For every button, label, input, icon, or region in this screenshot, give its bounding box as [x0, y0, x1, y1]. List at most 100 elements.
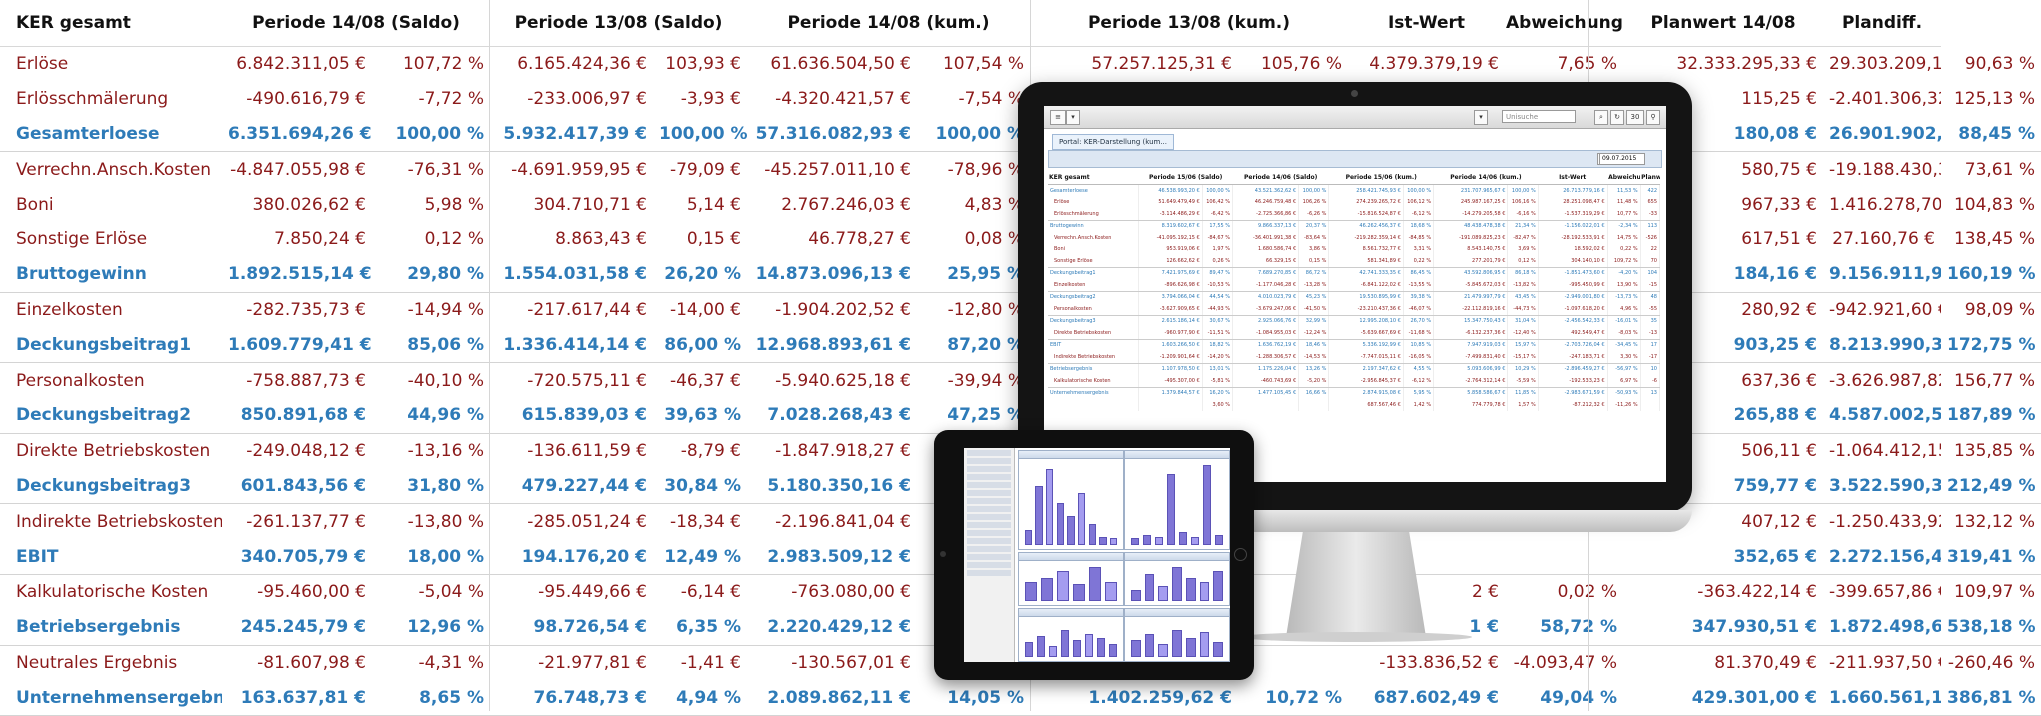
chart-panel[interactable] [1018, 608, 1124, 662]
nav-item[interactable] [967, 482, 1011, 488]
chart-panel[interactable] [1124, 552, 1230, 606]
zoom-icon[interactable]: ⚲ [1646, 110, 1660, 125]
nav-item[interactable] [967, 514, 1011, 520]
header-periode-saldo-current[interactable]: Periode 14/08 (Saldo) [222, 0, 490, 47]
monitor-ker-table: KER gesamt Periode 15/06 (Saldo) Periode… [1048, 170, 1661, 411]
header-ist-wert[interactable]: Ist-Wert [1348, 0, 1505, 47]
window-menu-icon[interactable]: ≡ [1050, 110, 1066, 125]
ker-row[interactable]: Kalkulatorische Kosten -95.460,00 € -5,04 … [0, 574, 2041, 609]
refresh-icon[interactable]: ↻ [1610, 110, 1624, 125]
nav-item[interactable] [967, 474, 1011, 480]
mini-row-value: 3,60 % [1202, 399, 1234, 411]
mini-row[interactable]: Gesamterloese 46.538.993,20 €100,00 % 43.5… [1048, 184, 1661, 197]
row-label: Kalkulatorische Kosten [16, 582, 209, 603]
chart-panel[interactable] [1124, 608, 1230, 662]
row-value: 100,00 % [653, 116, 747, 153]
mini-row[interactable]: Betriebsergebnis 1.107.978,50 €13,01 % 1.1… [1048, 363, 1661, 375]
mini-header-saldo-1[interactable]: Periode 15/06 (Saldo) [1138, 170, 1233, 185]
row-label: Boni [16, 194, 54, 215]
chart-panel[interactable] [1018, 450, 1124, 550]
nav-item[interactable] [967, 506, 1011, 512]
tablet-home-button[interactable] [1234, 548, 1247, 561]
header-planwert[interactable]: Planwert 14/08 [1623, 0, 1823, 47]
mini-row[interactable]: Deckungsbeitrag3 2.615.186,14 €30,67 % 2.9… [1048, 315, 1661, 327]
header-plandiff[interactable]: Plandiff. [1823, 0, 1941, 47]
nav-item[interactable] [967, 466, 1011, 472]
ker-row[interactable]: Personalkosten -758.887,73 € -40,10 % -720.… [0, 363, 2041, 398]
mini-row-value: -82,47 % [1507, 232, 1539, 244]
mini-header-kum-1[interactable]: Periode 15/06 (kum.) [1328, 170, 1434, 185]
ker-row[interactable]: Erlösschmälerung -490.616,79 € -7,72 % -233… [0, 82, 2041, 117]
mini-row[interactable]: Deckungsbeitrag2 3.794.066,04 €44,54 % 4.0… [1048, 291, 1661, 303]
mini-row-value: 32,99 % [1298, 315, 1330, 327]
mini-row-value: -191.089.825,23 € [1433, 232, 1509, 244]
nav-item[interactable] [967, 538, 1011, 544]
mini-header-abw[interactable]: Abweichung [1607, 170, 1641, 185]
mini-row-value: -5,20 % [1298, 375, 1330, 388]
header-ker-gesamt[interactable]: KER gesamt [0, 0, 222, 47]
nav-item[interactable] [967, 490, 1011, 496]
tab-ker-darstellung[interactable]: Portal: KER-Darstellung (kum... [1052, 134, 1175, 150]
mini-row[interactable]: Bruttogewinn 8.319.602,67 €17,55 % 9.866.3… [1048, 220, 1661, 232]
search-input[interactable]: Unisuche [1502, 110, 1576, 123]
search-dropdown-icon[interactable]: ▾ [1474, 110, 1488, 125]
nav-item[interactable] [967, 570, 1011, 576]
header-abweichung[interactable]: Abweichung [1505, 0, 1623, 47]
mini-header-ist[interactable]: Ist-Wert [1538, 170, 1608, 185]
mini-row[interactable]: Sonstige Erlöse 126.662,62 €0,26 % 66.329,… [1048, 255, 1661, 268]
mini-row-value [1298, 399, 1330, 411]
mini-row[interactable]: Verrechn.Ansch.Kosten -41.095.192,15 € -84… [1048, 232, 1661, 244]
row-label: Gesamterloese [0, 116, 222, 153]
chart-bar [1105, 582, 1117, 601]
chart-panel[interactable] [1018, 552, 1124, 606]
search-icon[interactable]: ⌕ [1594, 110, 1608, 125]
nav-item[interactable] [967, 562, 1011, 568]
mini-row[interactable]: 3,60 % 687.567,46 €1,42 % 774.779,78 €1,57… [1048, 399, 1661, 411]
ker-row[interactable]: Sonstige Erlöse 7.850,24 € 0,12 % 8.863,43 … [0, 222, 2041, 257]
row-value: 107,72 % [402, 54, 484, 75]
mini-row[interactable]: Indirekte Betriebskosten -1.209.901,64 € -… [1048, 351, 1661, 364]
mini-header-kum-2[interactable]: Periode 14/06 (kum.) [1433, 170, 1539, 185]
mini-row[interactable]: Unternehmensergebnis 1.379.844,57 €16,20 … [1048, 387, 1661, 399]
mini-row-label [1048, 399, 1140, 411]
ker-row[interactable]: Unternehmensergebnis 163.637,81 €8,65 % 76… [0, 680, 2041, 716]
nav-item[interactable] [967, 546, 1011, 552]
chart-panel[interactable] [1124, 450, 1230, 550]
mini-row-value: 4.010.023,79 € [1232, 291, 1300, 303]
nav-item[interactable] [967, 458, 1011, 464]
mini-row[interactable]: Erlöse 51.649.479,49 €106,42 % 46.246.759,… [1048, 196, 1661, 208]
nav-item[interactable] [967, 498, 1011, 504]
ker-row[interactable]: Neutrales Ergebnis -81.607,98 € -4,31 % -21… [0, 645, 2041, 680]
date-field[interactable]: 09.07.2015 [1599, 153, 1645, 165]
ker-row[interactable]: Verrechn.Ansch.Kosten -4.847.055,98 € -76,… [0, 152, 2041, 187]
mini-row[interactable]: Boni 953.919,06 €1,97 % 1.680.586,74 €3,86… [1048, 243, 1661, 255]
nav-item[interactable] [967, 530, 1011, 536]
nav-item[interactable] [967, 450, 1011, 456]
ker-row[interactable]: Einzelkosten -282.735,73 € -14,94 % -217.61… [0, 292, 2041, 327]
mini-row[interactable]: EBIT 1.603.266,50 €18,82 % 1.636.762,19 €1… [1048, 339, 1661, 351]
mini-row[interactable]: Personalkosten -3.627.909,65 € -44,93 % -3.… [1048, 303, 1661, 316]
nav-item[interactable] [967, 522, 1011, 528]
nav-item[interactable] [967, 554, 1011, 560]
ker-row[interactable]: Indirekte Betriebskosten -261.137,77 € -13… [0, 504, 2041, 539]
ker-row[interactable]: Direkte Betriebskosten -249.048,12 € -13,1… [0, 433, 2041, 468]
header-periode-kum-current[interactable]: Periode 14/08 (kum.) [747, 0, 1030, 47]
header-periode-kum-previous[interactable]: Periode 13/08 (kum.) [1030, 0, 1348, 47]
mini-header-saldo-2[interactable]: Periode 14/06 (Saldo) [1232, 170, 1329, 185]
row-value: -46,37 € [669, 370, 741, 391]
ker-row[interactable]: Erlöse 6.842.311,05 € 107,72 % 6.165.424,36… [0, 47, 2041, 82]
mini-row[interactable]: Deckungsbeitrag1 7.421.975,69 €89,47 % 7.6… [1048, 267, 1661, 279]
mini-row[interactable]: Einzelkosten -896.626,98 € -10,53 % -1.177.… [1048, 279, 1661, 292]
mini-row-label: Sonstige Erlöse [1048, 255, 1140, 268]
mini-row[interactable]: Direkte Betriebskosten -960.977,90 € -11,5… [1048, 327, 1661, 340]
header-periode-saldo-previous[interactable]: Periode 13/08 (Saldo) [490, 0, 747, 47]
dropdown-icon[interactable]: ▾ [1066, 110, 1080, 125]
ker-row[interactable]: Boni 380.026,62 € 5,98 % 304.710,71 € 5,14 €… [0, 187, 2041, 222]
row-value: -399.657,86 € [1829, 582, 1941, 603]
mini-header-ker[interactable]: KER gesamt [1048, 170, 1139, 185]
mini-row[interactable]: Kalkulatorische Kosten -495.307,00 € -5,81… [1048, 375, 1661, 388]
zoom-field[interactable]: 30 [1626, 110, 1644, 125]
mini-header-plan[interactable]: Planwer [1640, 170, 1660, 185]
mini-row[interactable]: Erlösschmälerung -3.114.486,29 € -6,42 % -2… [1048, 208, 1661, 221]
row-value: 27.160,76 € [1832, 229, 1935, 250]
